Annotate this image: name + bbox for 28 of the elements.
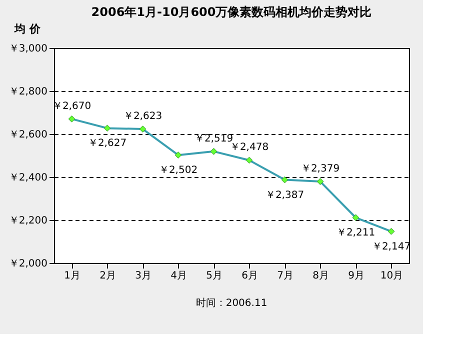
- x-tick-label: 8月: [312, 270, 329, 282]
- x-tick-label: 2月: [100, 270, 116, 282]
- y-tick-label: ￥2,600: [8, 130, 48, 140]
- y-tick-label: ￥2,400: [8, 172, 48, 184]
- y-tick-label: ￥2,000: [8, 258, 48, 270]
- x-tick-label: 9月: [348, 270, 364, 282]
- data-label: ￥2,623: [123, 111, 162, 122]
- data-label: ￥2,670: [52, 100, 92, 112]
- x-tick-label: 10月: [380, 270, 404, 282]
- data-label: ￥2,379: [300, 164, 340, 175]
- y-tick-label: ￥3,000: [8, 44, 48, 54]
- data-label: ￥2,627: [88, 138, 127, 150]
- y-tick-label: ￥2,800: [8, 86, 48, 98]
- data-label: ￥2,211: [336, 228, 376, 239]
- y-axis-title: 均 价: [14, 22, 42, 36]
- data-label: ￥2,502: [158, 165, 198, 176]
- text: 时间：2006.11: [196, 297, 268, 309]
- data-label: ￥2,147: [372, 241, 411, 252]
- data-label: ￥2,478: [230, 142, 269, 154]
- x-tick-label: 6月: [242, 270, 258, 282]
- x-tick-label: 5月: [206, 270, 222, 282]
- y-tick-label: ￥2,200: [8, 216, 48, 226]
- data-label: ￥2,387: [265, 190, 304, 201]
- x-tick-label: 4月: [170, 270, 187, 282]
- x-tick-label: 3月: [135, 270, 152, 282]
- x-tick-label: 1月: [64, 270, 80, 282]
- x-tick-label: 7月: [277, 270, 294, 282]
- chart-title: 2006年1月-10月600万像素数码相机均价走势对比: [91, 5, 372, 19]
